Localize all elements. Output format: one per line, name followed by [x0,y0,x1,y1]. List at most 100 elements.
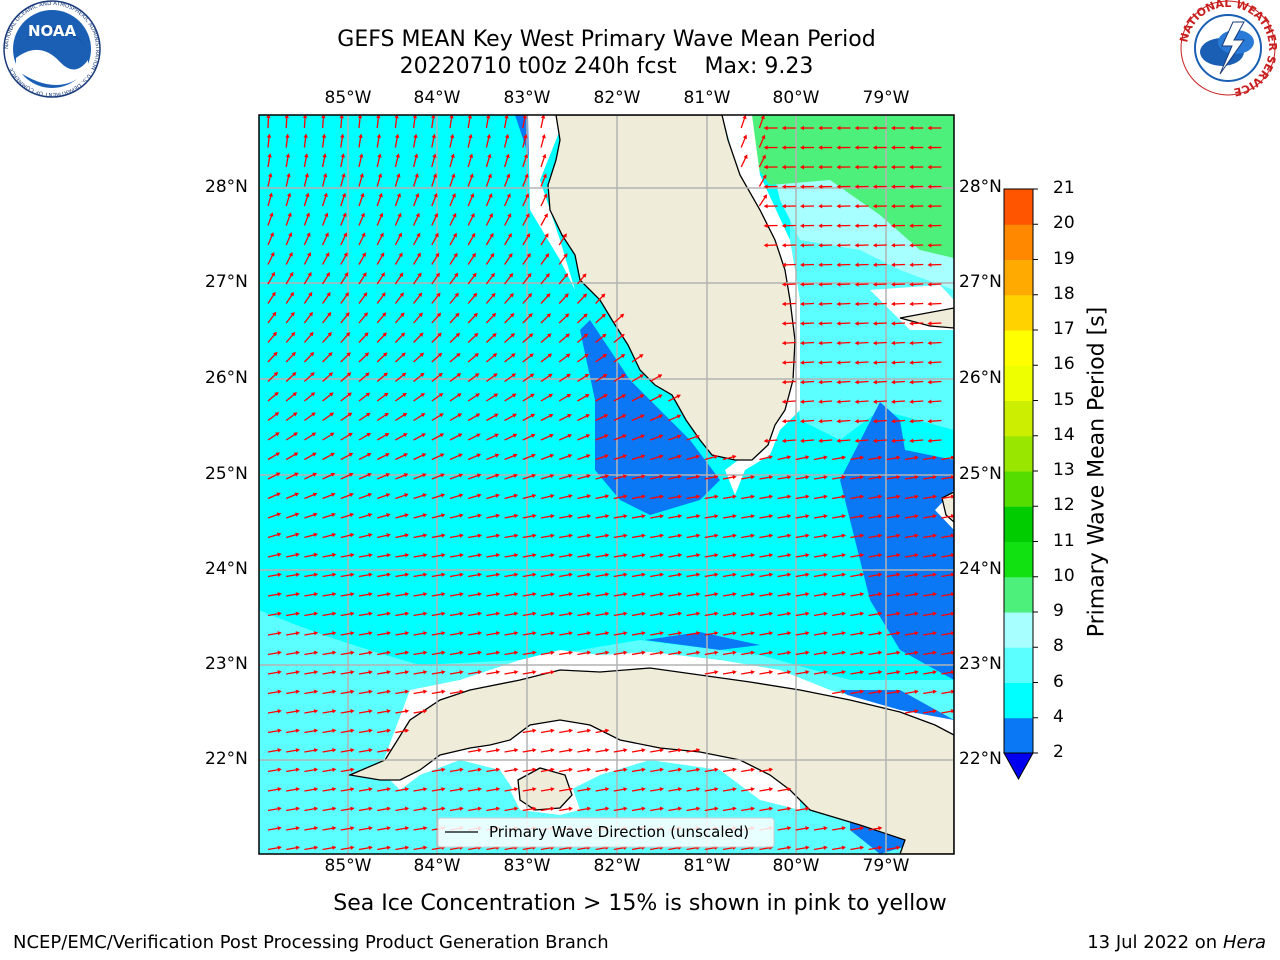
wave-arrow-171 [394,232,402,246]
wave-arrow-1029 [377,787,391,792]
wave-arrow-1078 [741,806,755,812]
wave-arrow-604 [304,512,318,519]
colorbar-tick-label: 20 [1053,213,1075,234]
wave-arrow-228 [467,272,477,285]
wave-arrow-1039 [559,787,573,792]
wave-arrow-978 [595,728,610,734]
wave-arrow-1011 [559,767,573,773]
wave-arrow-930 [850,670,865,675]
longitude-label-bottom: 79°W [862,856,910,876]
wave-arrow-660 [631,533,646,539]
wave-arrow-96 [485,173,492,187]
wave-arrow-426 [322,412,335,422]
wave-arrow-40 [485,133,491,148]
wave-arrow-827 [904,611,919,617]
wave-arrow-153 [540,213,548,226]
wave-arrow-657 [577,533,592,539]
wave-arrow-719 [322,572,337,578]
wave-arrow-832 [304,631,319,636]
wave-arrow-1056 [340,806,355,812]
wave-arrow-949 [868,689,883,695]
wave-arrow-748 [850,572,865,578]
wave-arrow-738 [668,572,683,578]
wave-arrow-696 [595,553,610,558]
wave-arrow-1007 [486,767,501,773]
wave-arrow-912 [377,670,391,675]
wave-arrow-146 [413,212,420,226]
wave-arrow-651 [468,533,482,539]
wave-arrow-21 [818,125,833,131]
wave-arrow-619 [577,514,592,519]
wave-arrow-480 [781,438,796,443]
wave-arrow-928 [813,670,828,675]
wave-arrow-667 [759,533,774,539]
wave-arrow-478 [686,434,700,441]
wave-arrow-872 [340,650,355,656]
wave-arrow-25 [891,125,906,131]
wave-arrow-314 [504,333,515,343]
wave-arrow-682 [340,552,355,558]
wave-arrow-926 [777,670,792,675]
wave-arrow-664 [704,533,719,539]
wave-arrow-483 [836,438,851,443]
wave-arrow-750 [886,572,901,578]
wave-arrow-640 [267,532,282,539]
wave-arrow-557 [832,475,846,480]
wave-arrow-572 [413,493,427,500]
wave-arrow-354 [836,360,851,365]
wave-arrow-197 [376,252,385,265]
colorbar-segment-2 [1004,717,1033,754]
wave-arrow-1049 [741,787,755,792]
wave-arrow-322 [800,340,815,346]
wave-arrow-784 [813,592,828,597]
wave-arrow-246 [303,291,313,304]
wave-arrow-905 [941,650,954,656]
wave-arrow-105 [836,184,851,189]
wave-arrow-939 [322,689,337,695]
wave-arrow-1 [284,115,289,129]
wave-arrow-889 [650,650,664,656]
wave-arrow-26 [909,125,924,131]
wave-arrow-969 [322,728,337,734]
chart-subtitle: 20220710 t00z 240h fcst Max: 9.23 [399,54,814,79]
wave-arrow-93 [431,173,438,187]
wave-arrow-526 [267,472,281,480]
wave-arrow-860 [813,631,828,636]
wave-arrow-907 [286,670,300,675]
wave-arrow-817 [722,611,737,617]
wave-arrow-159 [854,223,869,228]
wave-arrow-238 [836,282,851,287]
wave-arrow-446 [781,419,796,424]
wave-arrow-986 [468,748,482,753]
wave-arrow-601 [941,494,954,500]
wave-arrow-687 [431,553,446,558]
wave-arrow-805 [504,611,519,617]
wave-arrow-251 [394,292,404,304]
wave-arrow-423 [267,412,280,422]
wave-arrow-1022 [759,767,774,773]
wave-arrow-633 [832,514,846,519]
wave-arrow-218 [285,271,294,285]
wave-arrow-24 [872,125,887,131]
wave-arrow-262 [595,293,606,304]
wave-arrow-241 [891,282,906,287]
wave-arrow-759 [358,592,373,597]
wave-arrow-278 [376,312,387,324]
wave-arrow-444 [649,414,664,422]
wave-arrow-482 [818,438,833,443]
wave-arrow-1034 [468,787,482,792]
wave-arrow-729 [504,572,519,578]
colorbar-segment-11 [1004,506,1033,542]
wave-arrow-845 [540,631,555,636]
wave-arrow-398 [395,392,407,402]
wave-arrow-288 [558,313,570,324]
wave-arrow-234 [576,273,587,285]
wave-arrow-379 [613,374,626,383]
wave-arrow-292 [781,321,796,326]
footer-branch: NCEP/EMC/Verification Post Processing Pr… [13,932,609,953]
wave-arrow-48 [800,145,815,150]
wave-arrow-1071 [613,806,628,812]
wave-arrow-201 [449,252,458,265]
wave-arrow-380 [631,374,645,383]
wave-arrow-301 [267,331,277,343]
